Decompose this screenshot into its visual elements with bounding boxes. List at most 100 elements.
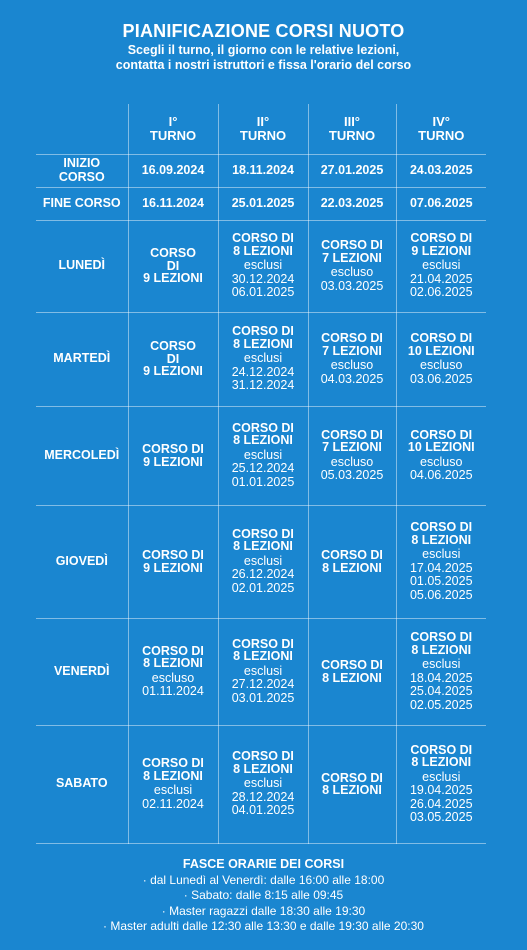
course-cell: CORSO DI 9 LEZIONI esclusi 21.04.2025 02.06.…: [395, 219, 486, 313]
day-label: VENERDÌ: [36, 617, 129, 726]
course-cell: CORSO DI 8 LEZIONI: [307, 617, 397, 726]
course-title: 8 LEZIONI: [233, 433, 293, 448]
course-title: CORSO: [150, 339, 196, 354]
course-cell: CORSO DI 8 LEZIONI esclusi 18.04.2025 25.04.…: [395, 617, 486, 726]
course-cell: CORSO DI 8 LEZIONI esclusi 26.12.2024 02.01.…: [217, 504, 309, 619]
course-title: 10 LEZIONI: [407, 343, 475, 358]
fine-date: 16.11.2024: [127, 186, 219, 221]
excluded-date: 01.11.2024: [142, 684, 204, 698]
turno-header-4: IV° TURNO: [395, 104, 486, 155]
excluded-date: 26.12.2024: [231, 567, 295, 582]
course-title: 7 LEZIONI: [322, 250, 382, 265]
inizio-date: 27.01.2025: [307, 153, 397, 188]
excluded-date: 24.12.2024: [231, 364, 295, 379]
day-row: SABATO CORSO DI 8 LEZIONI esclusi 02.11.2024…: [36, 724, 486, 844]
day-row: VENERDÌ CORSO DI 8 LEZIONI escluso 01.11.202…: [36, 617, 486, 726]
course-cell: CORSO DI 7 LEZIONI escluso 05.03.2025: [307, 405, 397, 506]
fine-corso-row: FINE CORSO 16.11.2024 25.01.2025 22.03.2…: [36, 186, 486, 221]
excluded-date: 03.03.2025: [320, 278, 384, 293]
course-cell: CORSO DI 10 LEZIONI escluso 04.06.2025: [395, 405, 486, 506]
subtitle-line-1: Scegli il turno, il giorno con le relati…: [127, 43, 400, 57]
course-title: 8 LEZIONI: [233, 539, 293, 554]
excluded-date: 05.06.2025: [409, 587, 473, 602]
course-title: CORSO: [150, 246, 196, 261]
course-title: 8 LEZIONI: [322, 670, 382, 685]
excluded-date: 02.01.2025: [231, 580, 295, 595]
course-cell: CORSO DI 10 LEZIONI escluso 03.06.2025: [395, 311, 486, 407]
page-header: PIANIFICAZIONE CORSI NUOTO Scegli il tur…: [0, 0, 527, 73]
day-row: LUNEDÌ CORSO DI 9 LEZIONI CORSO DI 8 LEZIONI e…: [36, 219, 486, 313]
course-title: CORSO DI: [321, 238, 383, 252]
day-row: MERCOLEDÌ CORSO DI 9 LEZIONI CORSO DI 8 LEZI…: [36, 405, 486, 506]
course-title: 8 LEZIONI: [411, 532, 472, 547]
course-title: 9 LEZIONI: [143, 271, 203, 286]
course-cell: CORSO DI 9 LEZIONI: [127, 219, 219, 313]
hours-item: · Sabato: dalle 8:15 alle 09:45: [183, 888, 344, 902]
course-cell: CORSO DI 8 LEZIONI esclusi 25.12.2024 01.01.…: [217, 405, 309, 506]
course-title: CORSO DI: [321, 331, 383, 345]
excluded-date: 30.12.2024: [231, 271, 295, 286]
fine-date: 22.03.2025: [307, 186, 397, 221]
excluded-date: 02.05.2025: [409, 697, 473, 712]
fine-date: 25.01.2025: [217, 186, 309, 221]
excluded-date: 02.06.2025: [409, 285, 473, 300]
page-title: PIANIFICAZIONE CORSI NUOTO: [122, 21, 405, 41]
excluded-note: esclusi: [243, 553, 283, 568]
day-label: MERCOLEDÌ: [36, 405, 129, 506]
course-title: CORSO DI: [410, 742, 473, 757]
course-title: 8 LEZIONI: [143, 656, 203, 670]
course-title: 8 LEZIONI: [411, 642, 472, 657]
excluded-date: 18.04.2025: [409, 670, 473, 685]
excluded-note: escluso: [151, 670, 195, 685]
course-title: 8 LEZIONI: [233, 243, 293, 258]
course-cell: CORSO DI 8 LEZIONI esclusi 30.12.2024 06.01.…: [217, 219, 309, 313]
day-row: GIOVEDÌ CORSO DI 9 LEZIONI CORSO DI 8 LEZION…: [36, 504, 486, 619]
excluded-date: 04.01.2025: [231, 803, 295, 818]
course-cell: CORSO DI 8 LEZIONI escluso 01.11.2024: [127, 617, 219, 726]
schedule-table: I° TURNO II° TURNO III° TURNO IV° TURNO INIZ…: [36, 104, 486, 844]
course-title: CORSO DI: [142, 548, 204, 562]
excluded-note: esclusi: [243, 351, 283, 366]
course-title: CORSO DI: [232, 749, 294, 764]
course-cell: CORSO DI 8 LEZIONI esclusi 19.04.2025 26.04.…: [395, 724, 486, 844]
course-title: 9 LEZIONI: [143, 560, 203, 575]
course-title: CORSO DI: [321, 548, 383, 562]
course-title: 10 LEZIONI: [407, 440, 475, 454]
excluded-note: esclusi: [422, 258, 461, 273]
course-cell: CORSO DI 8 LEZIONI esclusi 17.04.2025 01.05.…: [395, 504, 486, 619]
excluded-note: esclusi: [243, 663, 283, 678]
day-label: LUNEDÌ: [36, 219, 129, 313]
day-label: MARTEDÌ: [36, 311, 129, 407]
excluded-date: 25.12.2024: [231, 461, 295, 476]
corner-cell: [36, 104, 129, 155]
excluded-date: 01.05.2025: [409, 574, 473, 588]
course-title: CORSO DI: [321, 770, 383, 785]
excluded-date: 05.03.2025: [320, 468, 384, 482]
course-title: 8 LEZIONI: [143, 768, 203, 783]
excluded-date: 01.01.2025: [231, 474, 295, 489]
inizio-corso-row: INIZIO CORSO 16.09.2024 18.11.2024 27.01.…: [36, 153, 486, 188]
excluded-note: escluso: [420, 358, 463, 372]
inizio-date: 16.09.2024: [127, 153, 219, 188]
excluded-note: escluso: [330, 265, 374, 279]
course-title: 7 LEZIONI: [322, 343, 382, 358]
course-title: CORSO DI: [232, 231, 294, 246]
excluded-note: esclusi: [422, 657, 461, 671]
day-label: GIOVEDÌ: [36, 504, 129, 619]
hours-item: · Master ragazzi dalle 18:30 alle 19:30: [161, 903, 366, 918]
excluded-date: 21.04.2025: [409, 271, 473, 286]
hours-heading: FASCE ORARIE DEI CORSI: [182, 857, 345, 871]
course-cell: CORSO DI 8 LEZIONI esclusi 28.12.2024 04.01.…: [217, 724, 309, 844]
excluded-date: 04.03.2025: [320, 371, 384, 386]
fine-date: 07.06.2025: [395, 186, 486, 221]
course-title: 9 LEZIONI: [143, 454, 203, 469]
excluded-date: 27.12.2024: [231, 677, 295, 692]
course-title: 9 LEZIONI: [411, 243, 472, 258]
course-title: CORSO DI: [142, 643, 204, 658]
excluded-note: esclusi: [422, 769, 461, 784]
hours-item: · Master adulti dalle 12:30 alle 13:30 e…: [103, 919, 424, 933]
course-cell: CORSO DI 8 LEZIONI esclusi 02.11.2024: [127, 724, 219, 844]
course-title: 8 LEZIONI: [322, 783, 382, 797]
course-cell: CORSO DI 7 LEZIONI escluso 04.03.2025: [307, 311, 397, 407]
course-title: DI: [166, 258, 180, 273]
